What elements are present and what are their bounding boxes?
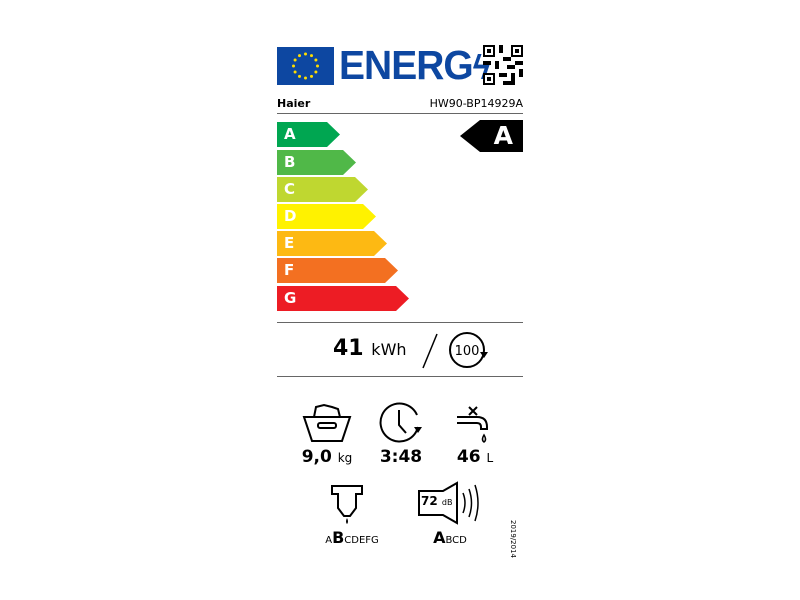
cycles-icon: 100: [422, 332, 488, 369]
energy-class-bar-D: D: [277, 204, 376, 229]
rating-arrow: A: [460, 120, 523, 152]
duration-value: 3:48: [379, 447, 423, 467]
clock-icon: [379, 402, 422, 443]
noise-speaker-icon: [418, 481, 479, 525]
divider: [277, 113, 523, 114]
energy-title: ENERGϟ: [339, 42, 490, 88]
divider: [277, 322, 523, 323]
energy-class-bar-F: F: [277, 258, 398, 283]
noise-class-scale: ABCD: [433, 528, 467, 547]
model-number: HW90-BP14929A: [429, 97, 523, 110]
energy-class-bar-E: E: [277, 231, 387, 256]
water-tap-icon: [457, 406, 488, 443]
energy-consumption: 41 kWh: [333, 336, 407, 361]
cycles-count: 100: [455, 344, 480, 359]
spin-class-scale: ABCDEFG: [325, 528, 379, 547]
regulation-number: 2019/2014: [509, 520, 517, 558]
noise-value: 72 dB: [421, 494, 453, 508]
divider: [277, 376, 523, 377]
capacity-value: 9,0 kg: [301, 447, 353, 467]
laundry-basket-icon: [302, 403, 352, 442]
spin-drying-icon: [331, 485, 363, 524]
energy-class-bar-A: A: [277, 122, 340, 147]
energy-class-bar-C: C: [277, 177, 368, 202]
water-value: 46 L: [456, 447, 494, 467]
energy-class-bar-G: G: [277, 286, 409, 311]
eu-flag-icon: [277, 47, 334, 85]
energy-class-bar-B: B: [277, 150, 356, 175]
brand-name: Haier: [277, 97, 311, 110]
qr-code-icon: [483, 45, 523, 85]
